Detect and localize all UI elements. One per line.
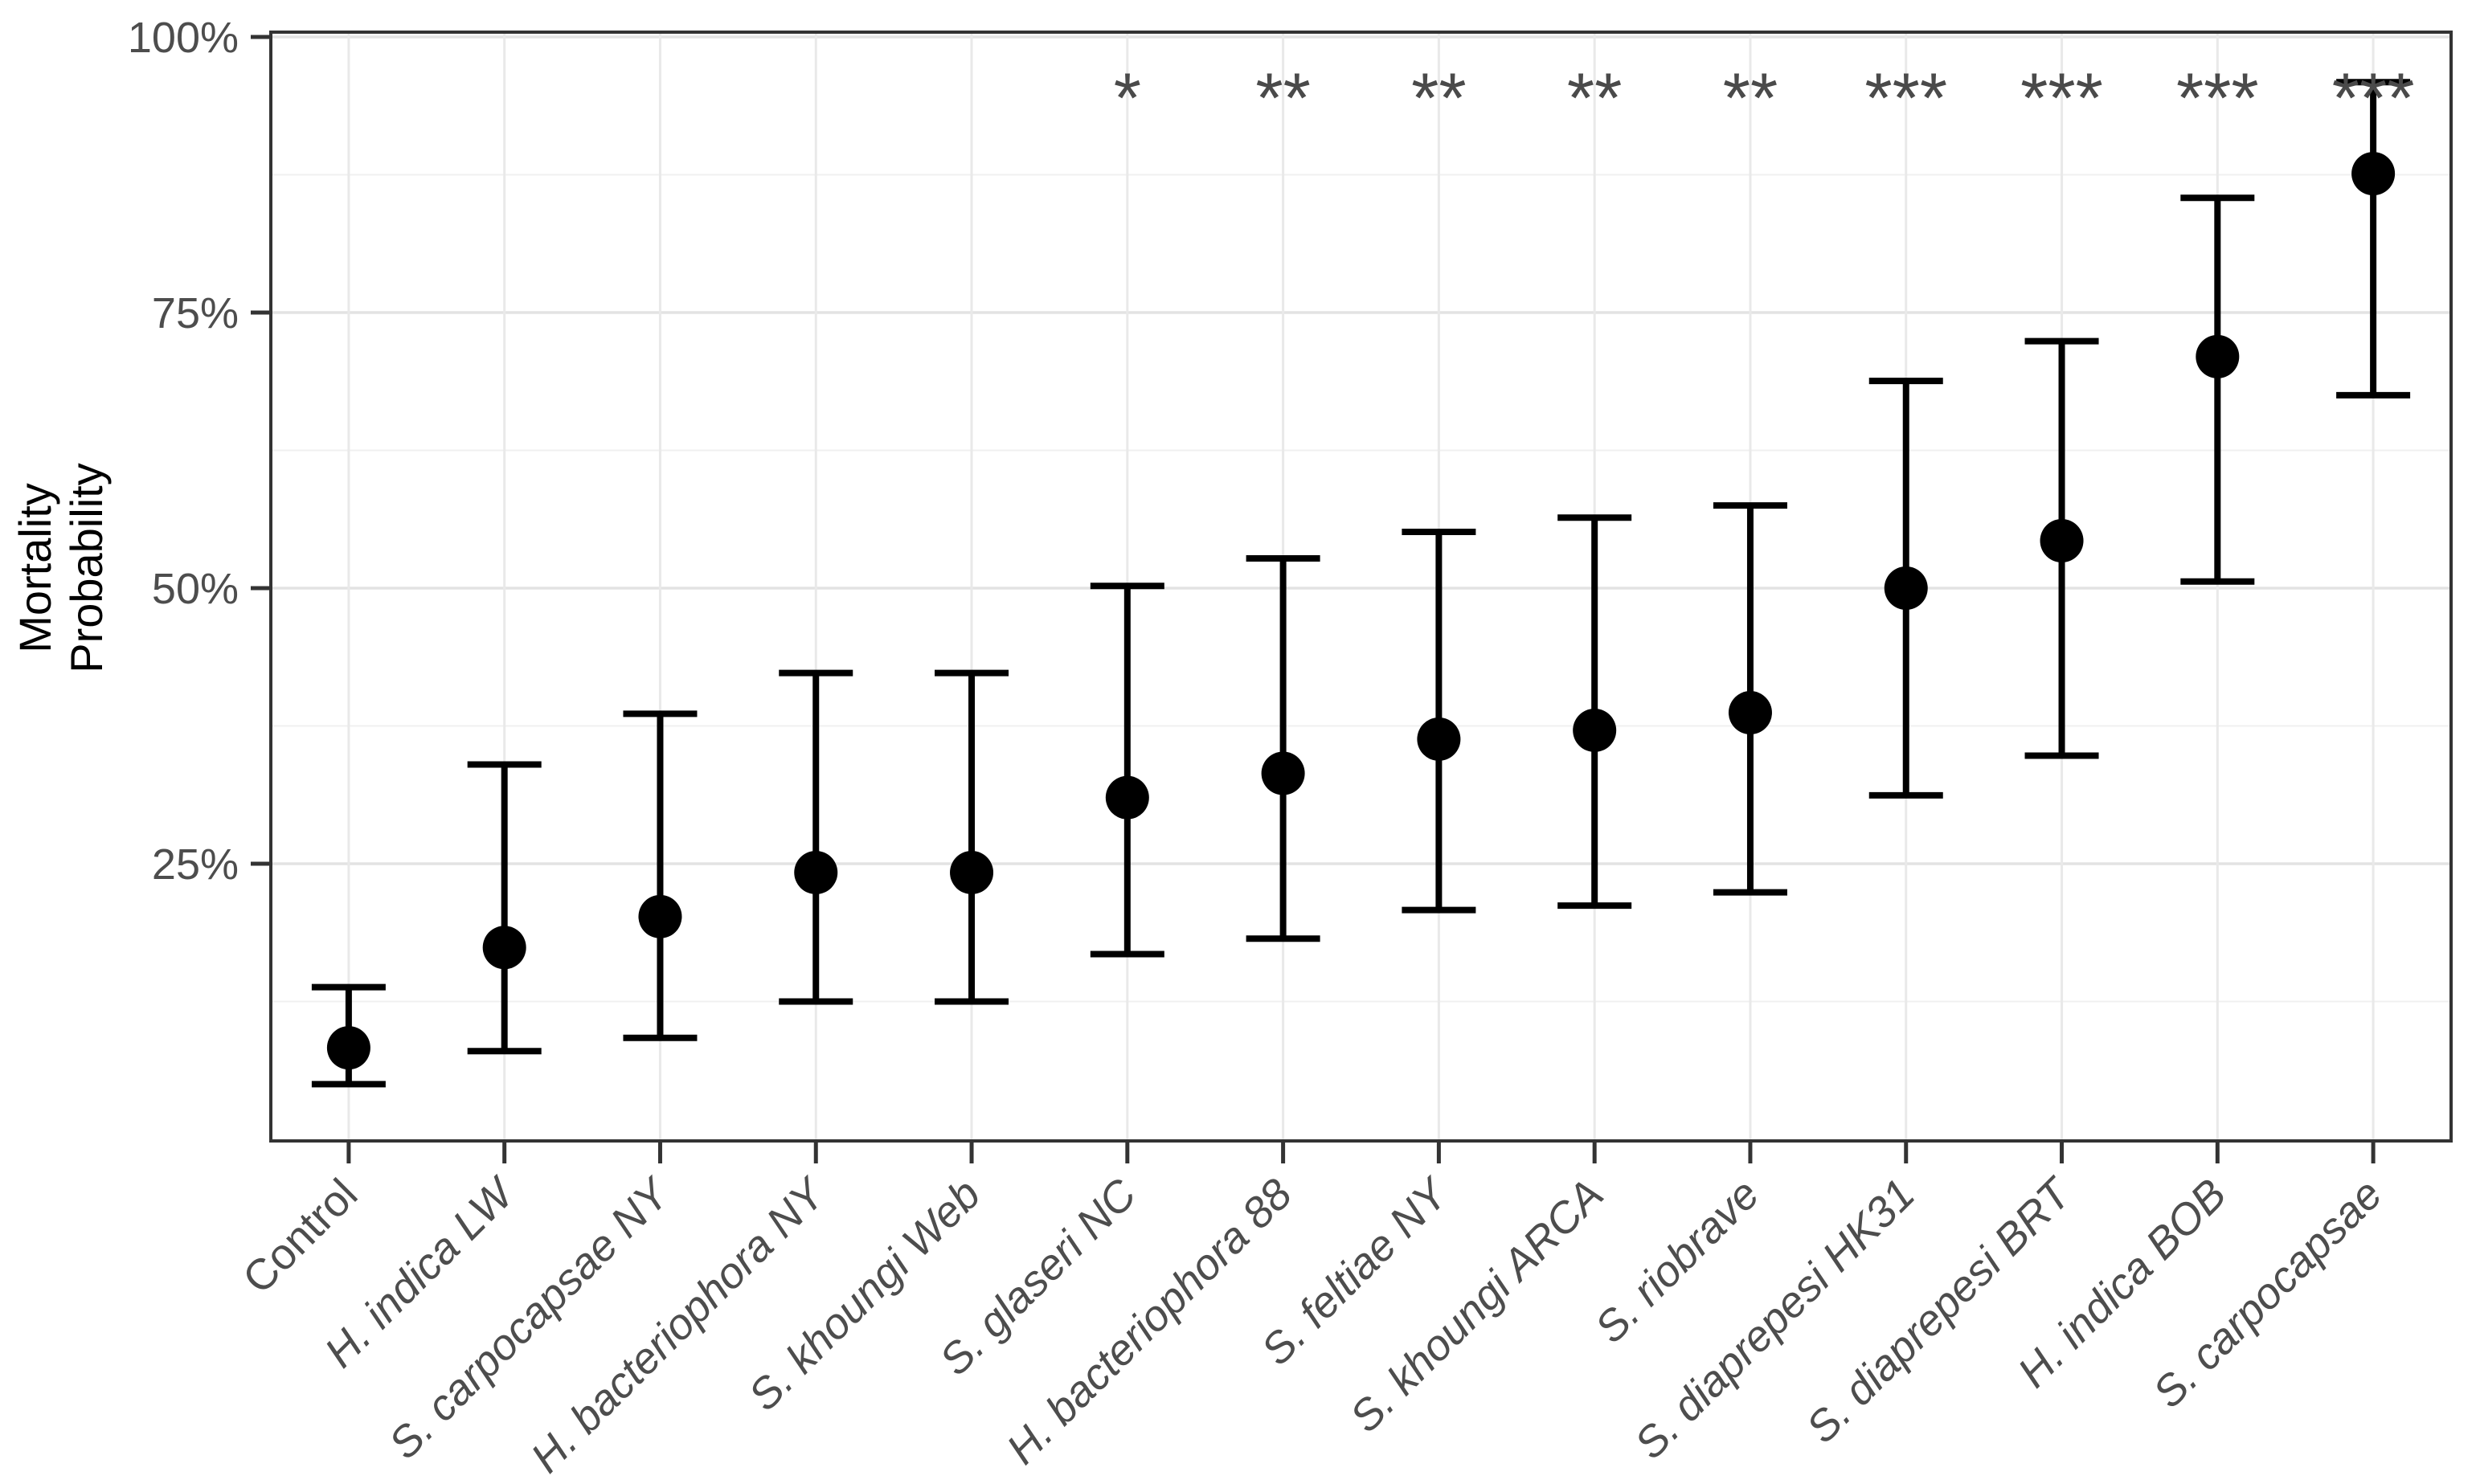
- data-point: [482, 926, 526, 970]
- data-point: [1417, 717, 1461, 761]
- significance-label: **: [1255, 58, 1311, 137]
- data-point: [1884, 566, 1928, 610]
- y-axis-tick-label: 75%: [152, 289, 239, 337]
- y-axis-tick-label: 50%: [152, 565, 239, 613]
- data-point: [1573, 708, 1617, 752]
- y-axis-title-line2: Probability: [61, 463, 112, 673]
- y-axis-tick-label: 25%: [152, 840, 239, 889]
- data-point: [326, 1026, 370, 1070]
- data-point: [950, 850, 994, 894]
- y-axis-tick-label: 100%: [128, 14, 239, 62]
- significance-label: **: [1411, 58, 1467, 137]
- significance-label: ***: [1864, 58, 1947, 137]
- significance-label: **: [1567, 58, 1623, 137]
- data-point: [638, 894, 682, 938]
- data-point: [794, 850, 838, 894]
- data-point: [1105, 775, 1149, 820]
- significance-label: *: [1114, 58, 1141, 137]
- y-axis-title-line1: Mortality: [10, 483, 60, 653]
- data-point: [2196, 334, 2240, 378]
- significance-label: ***: [2332, 58, 2415, 137]
- significance-label: ***: [2020, 58, 2103, 137]
- data-point: [2351, 152, 2396, 196]
- significance-label: **: [1723, 58, 1778, 137]
- significance-label: ***: [2176, 58, 2259, 137]
- panel-background: [271, 32, 2451, 1141]
- data-point: [1728, 691, 1772, 735]
- data-point: [1261, 751, 1305, 795]
- data-point: [2040, 519, 2084, 563]
